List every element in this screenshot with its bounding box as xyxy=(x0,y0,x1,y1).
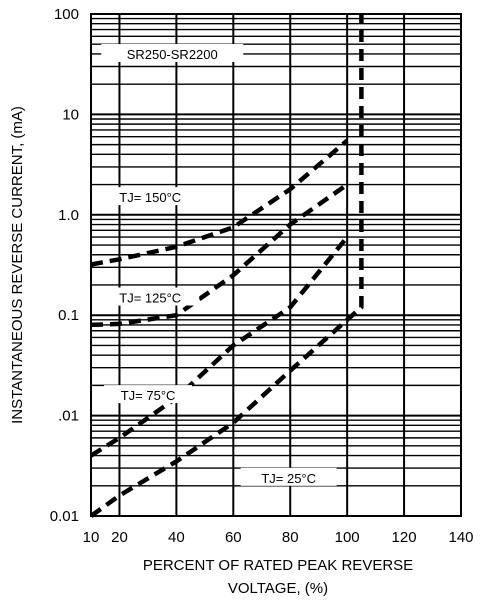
annotation-label: TJ= 150°C xyxy=(119,190,181,205)
series-line-1 xyxy=(90,138,349,267)
x-axis-title-line1: PERCENT OF RATED PEAK REVERSE xyxy=(143,557,413,574)
x-axis-title-line2: VOLTAGE, (%) xyxy=(228,580,328,597)
annotation-box xyxy=(104,385,193,404)
y-tick-label: 1.0 xyxy=(58,207,79,224)
plot-frame xyxy=(90,13,462,517)
x-tick-label: 140 xyxy=(448,529,473,546)
annotation-box xyxy=(101,187,200,206)
y-tick-label: 100 xyxy=(54,6,79,23)
annotations: SR250-SR2200 TJ= 150°C TJ= 125°C TJ= 75°C TJ… xyxy=(101,43,337,486)
y-tick-label: 0.1 xyxy=(58,307,79,324)
x-tick-label: 20 xyxy=(111,529,128,546)
annotation-box xyxy=(101,43,244,62)
y-tick-label: 0.01 xyxy=(50,508,79,525)
x-tick-label: 40 xyxy=(168,529,185,546)
annotation-box xyxy=(240,467,337,486)
series-line-4 xyxy=(89,14,364,518)
series-line-3 xyxy=(89,235,349,458)
annotation-label: TJ= 125°C xyxy=(119,291,181,306)
x-tick-label: 100 xyxy=(335,529,360,546)
tick-labels: 10 20 40 60 80 100 120 140 0.01 .01 0.1 1.0 10 100 xyxy=(50,6,474,546)
annotation-label: TJ= 25°C xyxy=(261,471,316,486)
x-tick-label: 60 xyxy=(225,529,242,546)
x-tick-label: 10 xyxy=(83,529,100,546)
annotation-label: SR250-SR2200 xyxy=(127,47,218,62)
annotation-box xyxy=(101,287,200,306)
series-layer xyxy=(89,14,364,518)
x-tick-label: 80 xyxy=(282,529,299,546)
grid-lines xyxy=(90,14,462,517)
series-line-2 xyxy=(90,182,349,328)
x-tick-label: 120 xyxy=(392,529,417,546)
y-tick-label: .01 xyxy=(58,408,79,425)
y-axis-title: INSTANTANEOUS REVERSE CURRENT, (mA) xyxy=(9,106,26,424)
annotation-label: TJ= 75°C xyxy=(121,388,176,403)
y-tick-label: 10 xyxy=(62,106,79,123)
